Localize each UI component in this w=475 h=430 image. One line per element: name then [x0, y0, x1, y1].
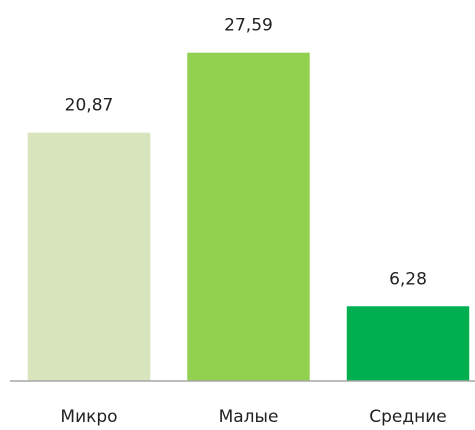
data-label: 27,59: [224, 16, 273, 36]
x-tick-label: Малые: [219, 407, 279, 427]
bar: [346, 306, 470, 381]
x-tick-label: Микро: [60, 407, 117, 427]
bar: [27, 132, 151, 381]
bar: [187, 52, 310, 381]
x-tick-label: Средние: [369, 407, 447, 427]
data-label: 6,28: [389, 269, 427, 289]
data-label: 20,87: [65, 96, 114, 116]
